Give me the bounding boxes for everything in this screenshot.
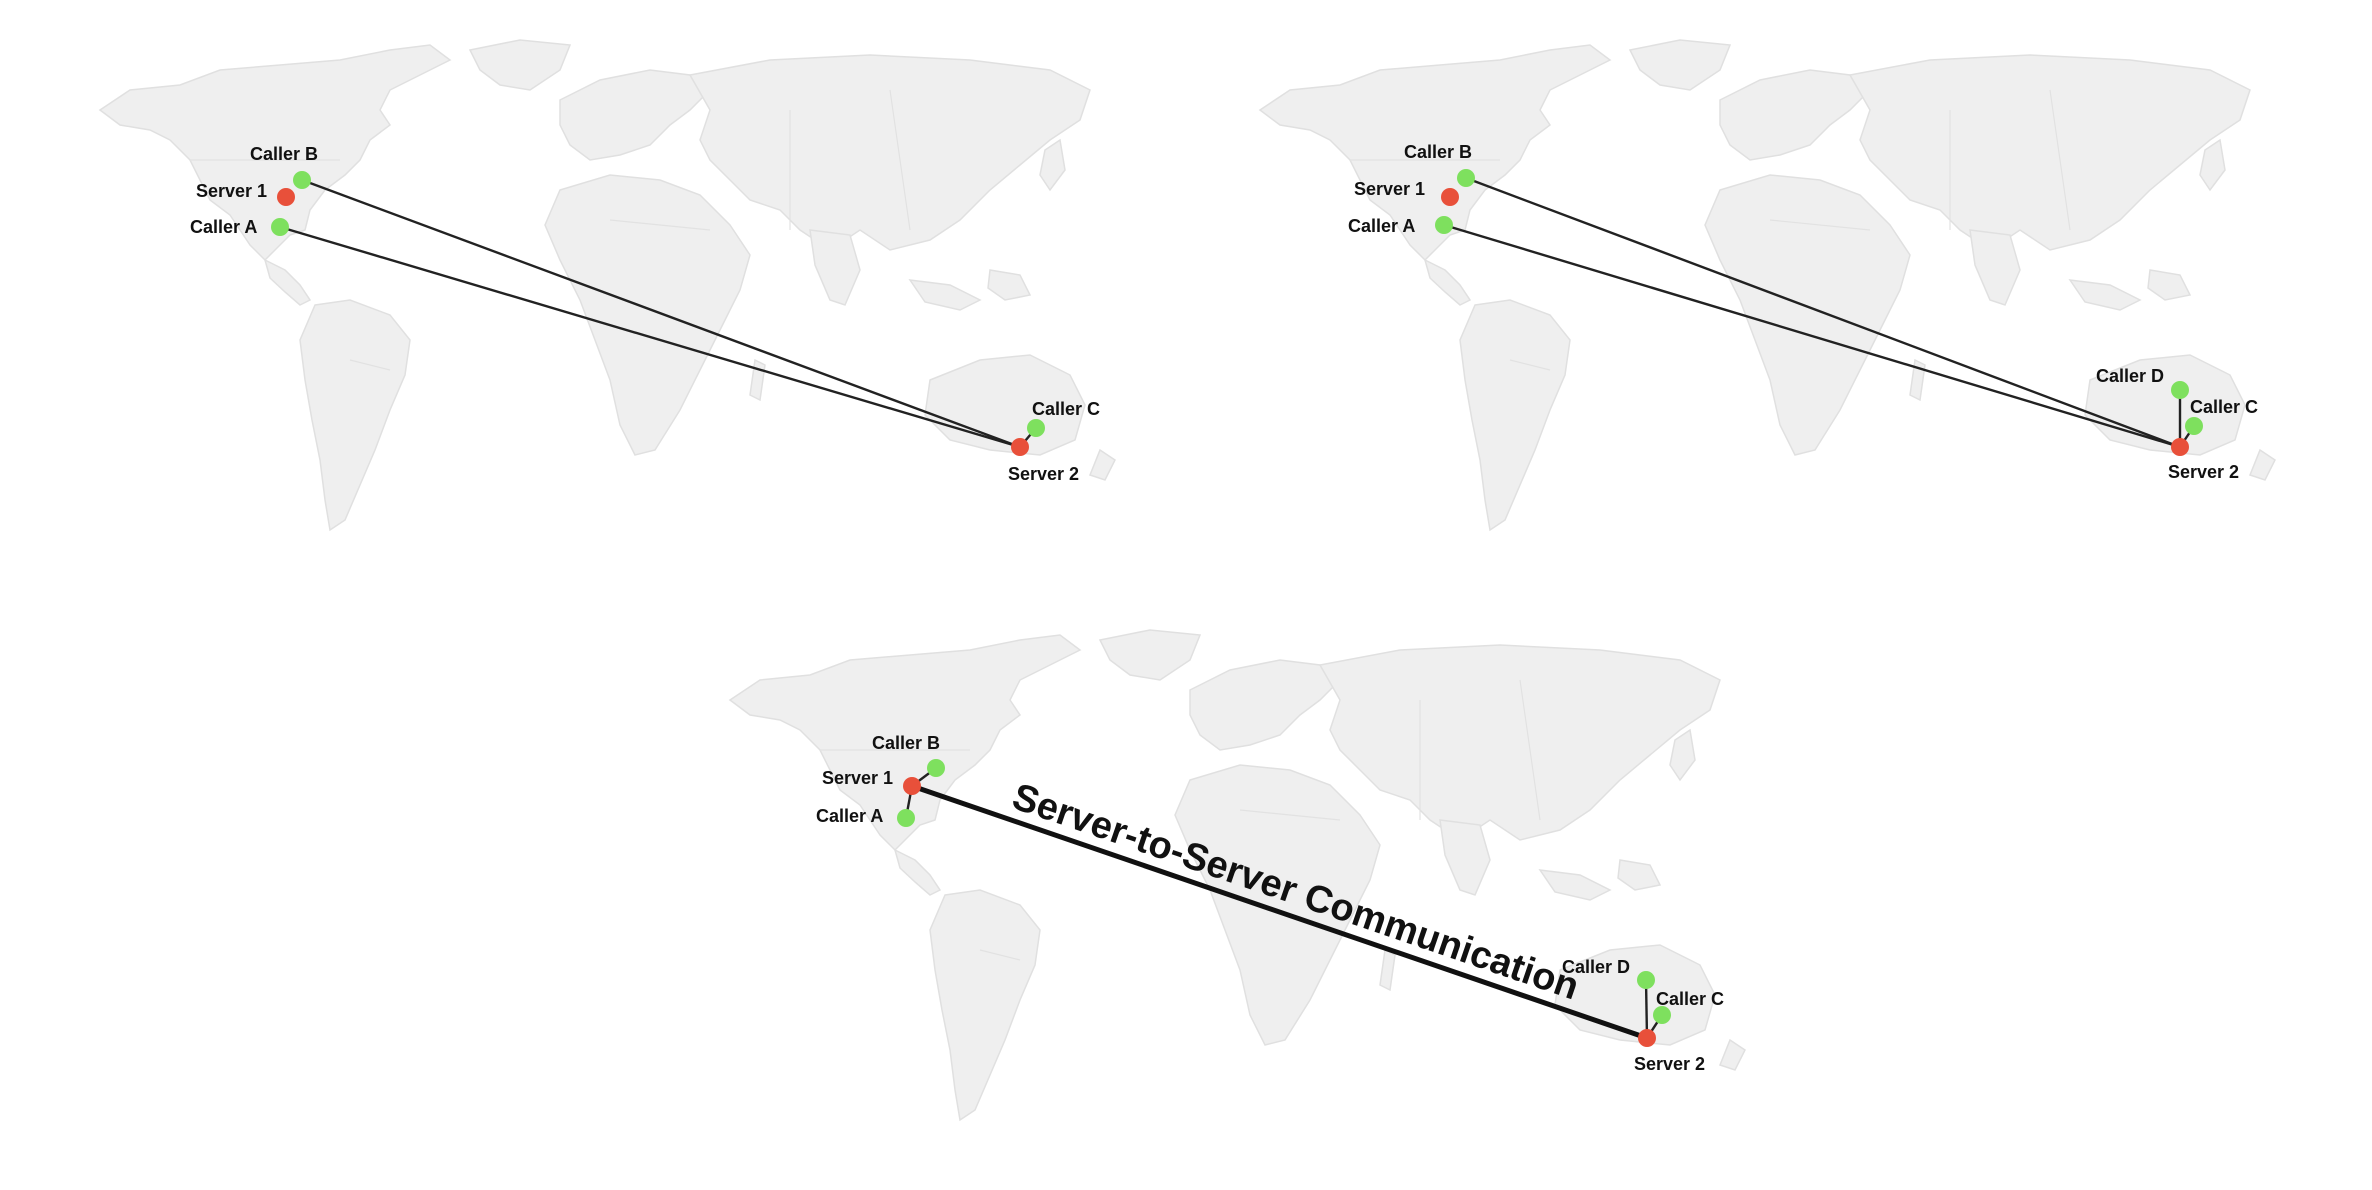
server-2-dot — [2171, 438, 2189, 456]
caller-a-label: Caller A — [190, 217, 257, 237]
server-1-dot — [903, 777, 921, 795]
caller-b-label: Caller B — [250, 144, 318, 164]
link-callerd-server2 — [1644, 979, 1649, 1039]
world-map-bottom: Caller B Server 1 Caller A Caller D Call… — [728, 629, 1746, 1122]
caller-b-label: Caller B — [1404, 142, 1472, 162]
caller-b-dot — [927, 759, 945, 777]
caller-c-dot — [2185, 417, 2203, 435]
map-borders — [1350, 89, 2071, 371]
panel-bottom: Caller B Server 1 Caller A Caller D Call… — [720, 620, 1800, 1140]
server-2-label: Server 2 — [2168, 462, 2239, 482]
server-2-dot — [1638, 1029, 1656, 1047]
link-callera-server2 — [1443, 223, 2181, 449]
server-2-dot — [1011, 438, 1029, 456]
caller-c-label: Caller C — [2190, 397, 2258, 417]
caller-a-dot — [1435, 216, 1453, 234]
server-1-dot — [277, 188, 295, 206]
world-map-land — [1258, 39, 2276, 532]
caller-d-dot — [1637, 971, 1655, 989]
link-callerb-server2 — [1465, 176, 2181, 449]
server-1-label: Server 1 — [196, 181, 267, 201]
caller-b-label: Caller B — [872, 733, 940, 753]
caller-b-dot — [1457, 169, 1475, 187]
link-callera-server2 — [279, 225, 1021, 449]
server-2-label: Server 2 — [1008, 464, 1079, 484]
server-1-label: Server 1 — [822, 768, 893, 788]
server-1-dot — [1441, 188, 1459, 206]
caller-a-dot — [271, 218, 289, 236]
caller-b-dot — [293, 171, 311, 189]
world-map-top-left: Caller B Server 1 Caller A Caller C Serv… — [98, 39, 1116, 532]
server-2-label: Server 2 — [1634, 1054, 1705, 1074]
panel-top-left: Caller B Server 1 Caller A Caller C Serv… — [90, 30, 1130, 550]
caller-d-label: Caller D — [2096, 366, 2164, 386]
caller-c-label: Caller C — [1656, 989, 1724, 1009]
caller-a-label: Caller A — [1348, 216, 1415, 236]
server-1-label: Server 1 — [1354, 179, 1425, 199]
world-map-top-right: Caller B Server 1 Caller A Caller D Call… — [1258, 39, 2276, 532]
caller-c-dot — [1027, 419, 1045, 437]
link-server1-server2 — [911, 783, 1648, 1041]
map-borders — [190, 89, 911, 371]
link-callerb-server2 — [301, 178, 1021, 449]
caller-a-label: Caller A — [816, 806, 883, 826]
caller-c-label: Caller C — [1032, 399, 1100, 419]
caller-d-label: Caller D — [1562, 957, 1630, 977]
world-map-land — [98, 39, 1116, 532]
caller-a-dot — [897, 809, 915, 827]
panel-top-right: Caller B Server 1 Caller A Caller D Call… — [1250, 30, 2330, 550]
caller-c-dot — [1653, 1006, 1671, 1024]
caller-d-dot — [2171, 381, 2189, 399]
map-borders — [820, 679, 1541, 961]
